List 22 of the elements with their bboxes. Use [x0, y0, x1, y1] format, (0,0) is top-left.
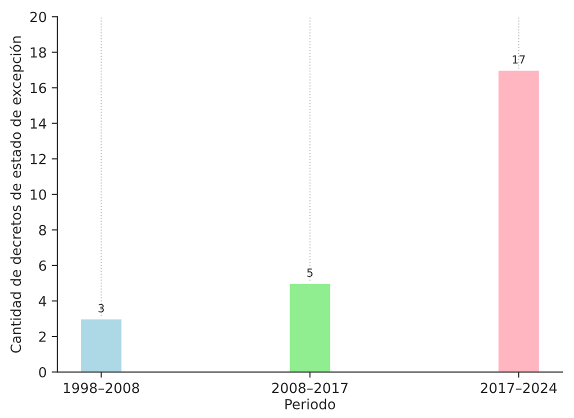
y-tick-label: 20	[30, 12, 46, 22]
y-tick-label: 10	[30, 189, 46, 200]
x-tick-label: 1998–2008	[64, 382, 140, 394]
y-tick-label: 4	[38, 296, 46, 306]
x-tick-label: 2017–2024	[480, 382, 557, 394]
data-label: 17	[512, 55, 525, 64]
x-tick-label: 2008–2017	[272, 382, 348, 394]
y-tick-label: 14	[30, 118, 46, 129]
data-label: 5	[307, 268, 313, 277]
x-axis-title: Periodo	[285, 398, 336, 410]
y-tick-label: 0	[39, 366, 46, 378]
y-axis-title: Cantidad de decretos de estado de excepción	[10, 36, 24, 353]
y-tick-label: 6	[39, 260, 46, 271]
y-tick-label: 2	[39, 331, 46, 342]
y-tick-label: 16	[30, 82, 46, 94]
y-tick-label: 12	[30, 154, 46, 164]
bar	[497, 69, 540, 372]
y-tick-label: 8	[39, 224, 46, 236]
data-label: 3	[98, 304, 104, 312]
bar	[288, 282, 332, 372]
bar	[80, 318, 123, 372]
y-tick-label: 18	[30, 47, 46, 58]
